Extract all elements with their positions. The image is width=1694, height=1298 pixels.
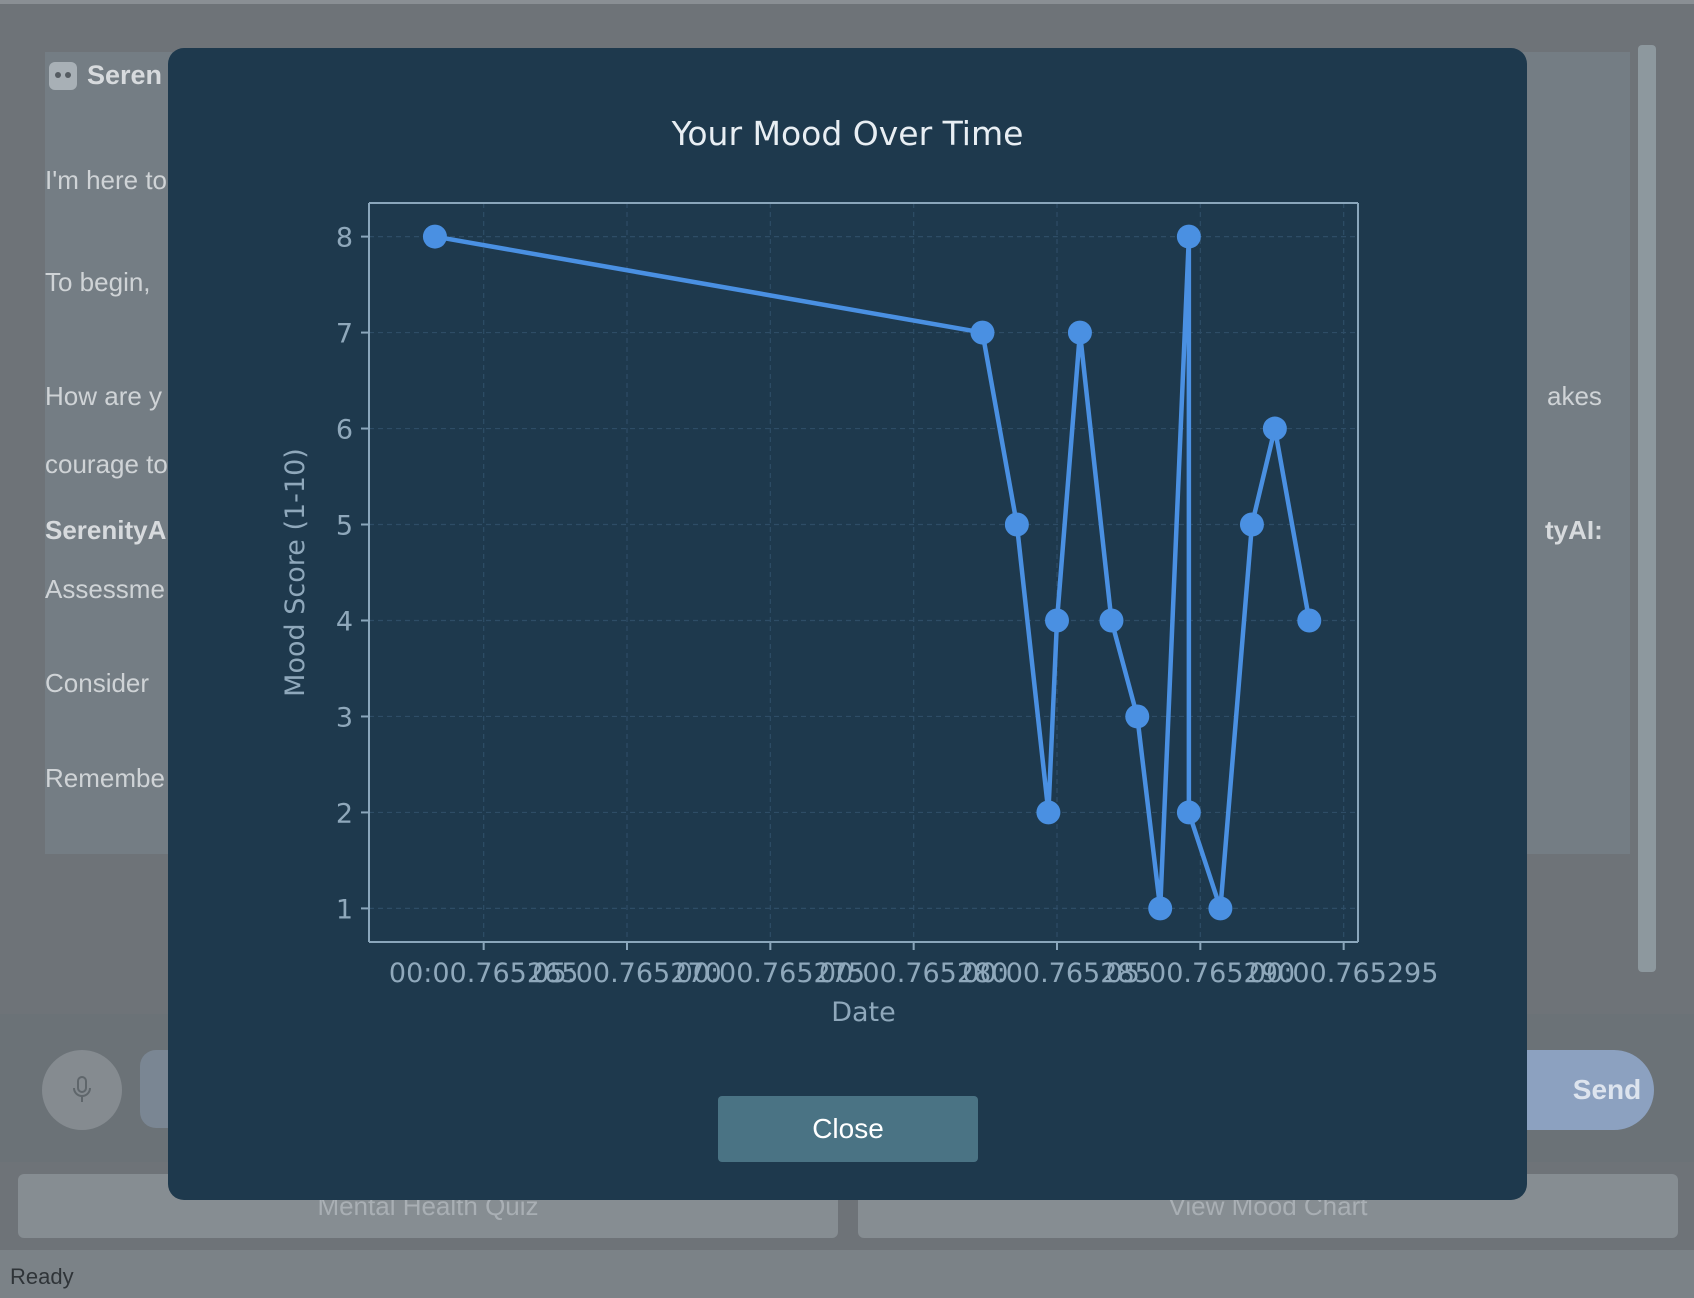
data-point	[1036, 800, 1061, 825]
chat-message-line: courage to	[45, 449, 168, 479]
data-point	[1148, 896, 1173, 921]
chat-message-line: Remembe	[45, 763, 165, 793]
data-point	[1239, 512, 1264, 537]
chat-sender-label: tyAI:	[1545, 515, 1603, 545]
data-point	[1099, 608, 1124, 633]
data-point	[970, 320, 995, 345]
data-point	[1125, 704, 1150, 729]
chat-header: Seren	[49, 60, 162, 91]
close-button[interactable]: Close	[718, 1096, 978, 1162]
data-point	[1176, 224, 1201, 249]
microphone-icon	[73, 1076, 91, 1102]
chat-message-line: I'm here to	[45, 165, 168, 195]
x-tick-label: 05:00.765270	[532, 958, 721, 989]
y-tick-label: 7	[336, 319, 353, 350]
bot-name: Seren	[87, 60, 163, 90]
chat-message-line: To begin,	[45, 267, 151, 297]
y-tick-label: 2	[336, 798, 353, 829]
y-tick-label: 4	[336, 606, 353, 637]
y-tick-label: 3	[336, 702, 353, 733]
x-tick-label: 00:00.765280	[819, 958, 1008, 989]
status-text: Ready	[10, 1264, 74, 1289]
data-point	[422, 224, 447, 249]
data-point	[1208, 896, 1233, 921]
x-tick-label: 00:00.765275	[676, 958, 865, 989]
chat-message-line: Assessme	[45, 574, 165, 604]
chat-scrollbar[interactable]	[1638, 45, 1656, 972]
y-tick-label: 8	[336, 223, 353, 254]
data-point	[1067, 320, 1092, 345]
status-bar	[0, 1250, 1694, 1298]
y-tick-label: 1	[336, 894, 353, 925]
data-point	[1004, 512, 1029, 537]
chat-sender-label: SerenityA	[45, 515, 167, 545]
y-axis-label: Mood Score (1-10)	[280, 448, 311, 697]
microphone-button[interactable]	[42, 1050, 122, 1130]
x-tick-label: 00:00.765265	[389, 958, 578, 989]
y-tick-label: 5	[336, 511, 353, 542]
y-tick-label: 6	[336, 415, 353, 446]
data-point	[1262, 416, 1287, 441]
x-tick-label: 00:00.765285	[962, 958, 1151, 989]
data-point	[1176, 800, 1201, 825]
mood-chart-modal: Your Mood Over Time 1 2 3 4 5 6 7 8 00:00.765265…	[168, 48, 1527, 1200]
x-axis-label: Date	[831, 997, 896, 1028]
chat-message-line: How are y	[45, 381, 163, 411]
window-top-edge	[0, 0, 1694, 4]
chat-message-line: akes	[1547, 381, 1602, 411]
x-tick-label: 00:00.765295	[1249, 958, 1438, 989]
data-point	[1045, 608, 1069, 633]
robot-icon	[49, 61, 77, 90]
data-point	[1297, 608, 1322, 633]
chat-message-line: Consider	[45, 668, 150, 698]
x-tick-label: 05:00.765290	[1106, 958, 1295, 989]
modal-title: Your Mood Over Time	[671, 114, 1024, 153]
mood-line-chart: 1234567800:00.76526505:00.76527000:00.76…	[280, 202, 1438, 1028]
